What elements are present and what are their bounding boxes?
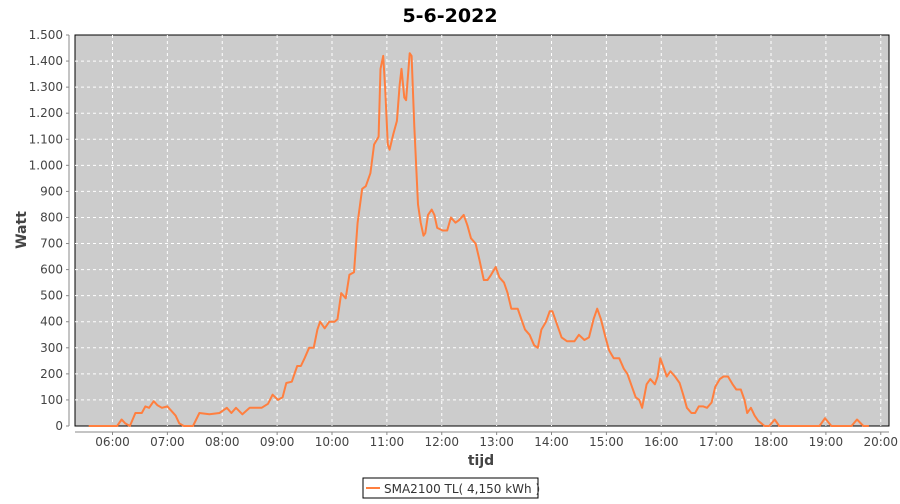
legend: SMA2100 TL( 4,150 kWh ) bbox=[362, 477, 540, 499]
y-tick-label: 100 bbox=[40, 393, 63, 407]
y-tick-label: 1.100 bbox=[29, 132, 63, 146]
x-tick-label: 07:00 bbox=[150, 435, 185, 449]
y-tick-label: 300 bbox=[40, 341, 63, 355]
y-tick-label: 1.000 bbox=[29, 158, 63, 172]
x-tick-label: 11:00 bbox=[370, 435, 405, 449]
x-tick-label: 20:00 bbox=[863, 435, 898, 449]
y-tick-label: 0 bbox=[55, 419, 63, 433]
y-tick-label: 900 bbox=[40, 184, 63, 198]
y-tick-label: 800 bbox=[40, 210, 63, 224]
plot-area bbox=[74, 34, 890, 427]
series-layer bbox=[88, 52, 869, 427]
chart-title: 5-6-2022 bbox=[402, 5, 497, 27]
x-tick-label: 10:00 bbox=[315, 435, 350, 449]
x-tick-label: 18:00 bbox=[754, 435, 789, 449]
y-tick-label: 1.400 bbox=[29, 54, 63, 68]
x-tick-label: 17:00 bbox=[699, 435, 734, 449]
y-tick-label: 1.500 bbox=[29, 28, 63, 42]
x-tick-label: 12:00 bbox=[424, 435, 459, 449]
x-tick-label: 14:00 bbox=[534, 435, 569, 449]
x-tick-label: 19:00 bbox=[809, 435, 844, 449]
x-tick-label: 06:00 bbox=[95, 435, 130, 449]
x-axis-label: tijd bbox=[468, 453, 494, 469]
x-tick-label: 15:00 bbox=[589, 435, 624, 449]
y-tick-label: 400 bbox=[40, 315, 63, 329]
x-tick-label: 13:00 bbox=[479, 435, 514, 449]
y-axis-label: Watt bbox=[14, 211, 30, 249]
series-line bbox=[88, 52, 869, 427]
y-tick-label: 700 bbox=[40, 237, 63, 251]
x-tick-label: 16:00 bbox=[644, 435, 679, 449]
y-tick-label: 200 bbox=[40, 367, 63, 381]
y-tick-label: 600 bbox=[40, 263, 63, 277]
legend-box bbox=[362, 477, 539, 499]
y-axis: 0 100 200 300 400 500 600 700 800 900 1.000 1.100 1.… bbox=[29, 28, 70, 433]
y-tick-label: 500 bbox=[40, 289, 63, 303]
y-tick-label: 1.200 bbox=[29, 106, 63, 120]
grid bbox=[75, 35, 889, 426]
y-tick-label: 1.300 bbox=[29, 80, 63, 94]
legend-label: SMA2100 TL( 4,150 kWh ) bbox=[384, 482, 540, 496]
x-tick-label: 09:00 bbox=[260, 435, 295, 449]
x-axis: 06:00 07:00 08:00 09:00 10:00 11:00 12:00 13:00… bbox=[75, 431, 898, 449]
x-tick-label: 08:00 bbox=[205, 435, 240, 449]
